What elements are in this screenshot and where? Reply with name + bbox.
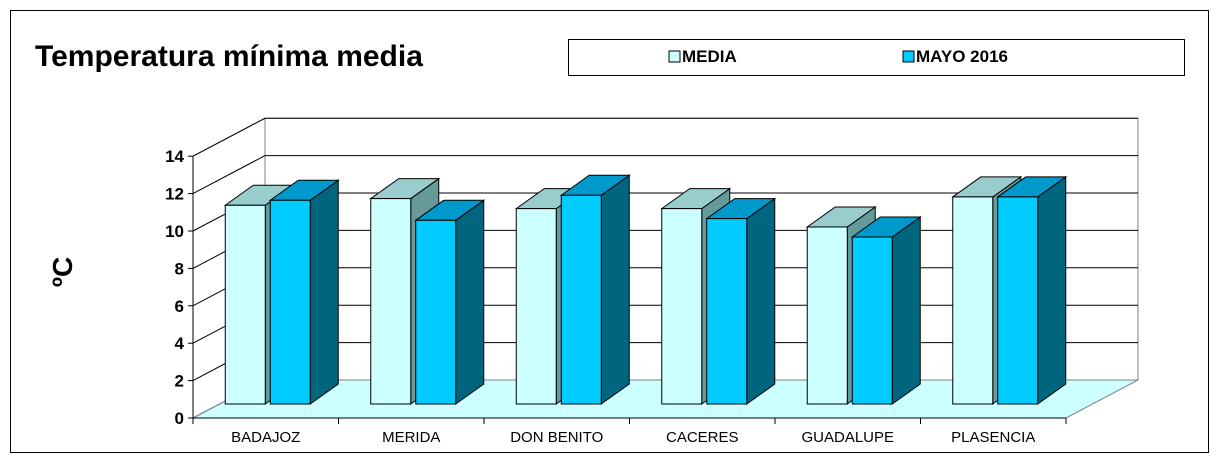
bar-front-mayo — [997, 196, 1039, 405]
bar-side-mayo — [891, 216, 921, 405]
bar-front-mayo — [851, 236, 893, 405]
legend: MEDIA MAYO 2016 — [568, 39, 1185, 76]
bar-front-mayo — [269, 199, 311, 405]
chart-title: Temperatura mínima media — [35, 40, 423, 73]
bar-front-media — [515, 208, 557, 405]
bar-mayo — [850, 216, 922, 405]
bar-mayo — [705, 197, 777, 405]
bar-front-mayo — [706, 218, 748, 405]
bar-mayo — [414, 199, 486, 405]
bar-front-media — [806, 226, 848, 405]
x-tick-label: DON BENITO — [510, 429, 603, 446]
gridline-diagonal — [192, 155, 266, 195]
legend-box — [568, 39, 1185, 76]
bar-front-media — [370, 198, 412, 405]
x-axis-ticks: BADAJOZ MERIDA DON BENITO CACERES GUADALUPE P… — [192, 418, 1067, 446]
y-tick-label: 2 — [175, 372, 184, 391]
y-tick-label: 4 — [175, 334, 185, 353]
x-tick-label: GUADALUPE — [801, 429, 894, 446]
bar-side-mayo — [1037, 175, 1067, 405]
bar-front-media — [952, 196, 994, 405]
bar-front-media — [224, 204, 266, 405]
y-tick-label: 6 — [175, 297, 184, 316]
x-tick-label: BADAJOZ — [231, 429, 300, 446]
bar-front-mayo — [415, 219, 457, 405]
y-tick-label: 8 — [175, 259, 184, 278]
bars — [223, 174, 1068, 405]
y-tick-label: 10 — [165, 222, 184, 241]
gridline-diagonal — [192, 117, 266, 157]
bar-mayo — [559, 174, 631, 405]
y-tick-label: 0 — [175, 409, 184, 428]
y-tick-label: 12 — [165, 185, 184, 204]
x-tick-label: CACERES — [666, 429, 739, 446]
bar-mayo — [268, 179, 340, 405]
bar-mayo — [996, 175, 1068, 405]
legend-swatch-mayo — [902, 50, 915, 63]
bar-side-mayo — [746, 197, 776, 405]
bar-side-mayo — [309, 179, 339, 405]
y-axis-title: ºC — [47, 257, 78, 287]
y-tick-label: 14 — [165, 147, 184, 166]
bar-front-media — [661, 208, 703, 405]
x-tick-label: PLASENCIA — [951, 429, 1035, 446]
legend-label-mayo: MAYO 2016 — [916, 47, 1008, 66]
bar-front-mayo — [560, 194, 602, 405]
legend-swatch-media — [668, 50, 681, 63]
x-tick-label: MERIDA — [382, 429, 440, 446]
bar-side-mayo — [455, 199, 485, 405]
legend-label-media: MEDIA — [682, 47, 737, 66]
bar-side-mayo — [600, 174, 630, 405]
